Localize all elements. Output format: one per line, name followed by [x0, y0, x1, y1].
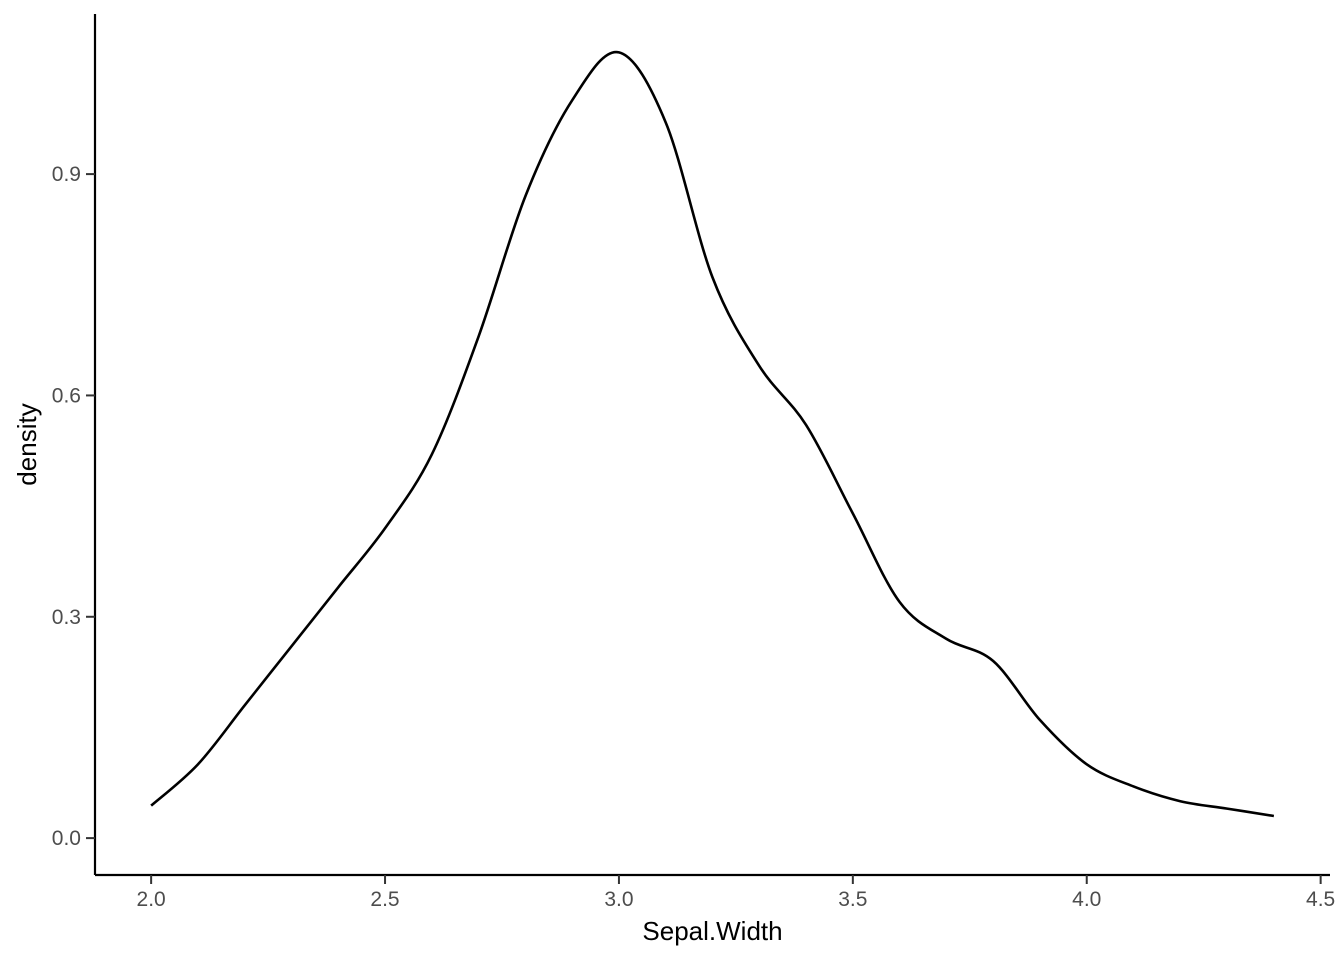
x-tick-label: 2.5 — [370, 888, 399, 911]
y-axis-ticks: 0.0 0.3 0.6 0.9 — [52, 163, 95, 850]
x-tick-label: 3.0 — [604, 888, 633, 911]
x-axis-ticks: 2.0 2.5 3.0 3.5 4.0 4.5 — [137, 875, 1335, 911]
y-tick-label: 0.0 — [52, 827, 81, 850]
x-tick-label: 4.5 — [1306, 888, 1335, 911]
axes: 2.0 2.5 3.0 3.5 4.0 4.5 0.0 0.3 0.6 0.9 — [52, 14, 1335, 911]
x-tick-label: 3.5 — [838, 888, 867, 911]
x-tick-label: 2.0 — [137, 888, 166, 911]
x-tick-label: 4.0 — [1072, 888, 1101, 911]
x-axis-title: Sepal.Width — [642, 916, 782, 946]
y-tick-label: 0.3 — [52, 606, 81, 629]
y-tick-label: 0.6 — [52, 384, 81, 407]
density-line — [150, 50, 1275, 818]
plot-area — [150, 50, 1275, 818]
y-axis-title: density — [12, 403, 42, 485]
y-tick-label: 0.9 — [52, 163, 81, 186]
